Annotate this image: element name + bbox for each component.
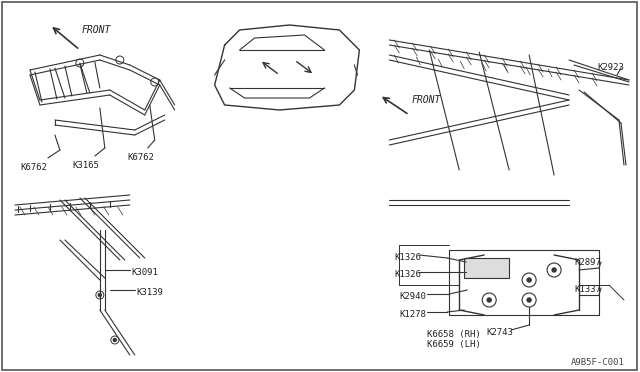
Bar — [464, 258, 509, 278]
Circle shape — [99, 294, 101, 296]
Text: A9B5F-C001: A9B5F-C001 — [571, 358, 625, 367]
Text: K1326: K1326 — [394, 253, 421, 262]
Text: K1278: K1278 — [399, 310, 426, 319]
Text: K3091: K3091 — [132, 268, 159, 277]
Text: FRONT: FRONT — [412, 95, 441, 105]
Text: K1326: K1326 — [394, 270, 421, 279]
Text: K2743: K2743 — [486, 328, 513, 337]
Text: K3165: K3165 — [72, 161, 99, 170]
Circle shape — [113, 339, 116, 341]
Text: K6659 (LH): K6659 (LH) — [428, 340, 481, 349]
Text: K2923: K2923 — [597, 63, 624, 72]
Circle shape — [527, 278, 531, 282]
Text: FRONT: FRONT — [82, 25, 111, 35]
Circle shape — [527, 298, 531, 302]
Text: K1337: K1337 — [574, 285, 601, 294]
Circle shape — [487, 298, 491, 302]
Text: K6762: K6762 — [20, 163, 47, 172]
Circle shape — [552, 268, 556, 272]
Text: K2897: K2897 — [574, 258, 601, 267]
Text: K2940: K2940 — [399, 292, 426, 301]
Text: K6762: K6762 — [128, 153, 155, 162]
Text: K6658 (RH): K6658 (RH) — [428, 330, 481, 339]
Circle shape — [487, 268, 491, 272]
Text: K3139: K3139 — [137, 288, 164, 297]
